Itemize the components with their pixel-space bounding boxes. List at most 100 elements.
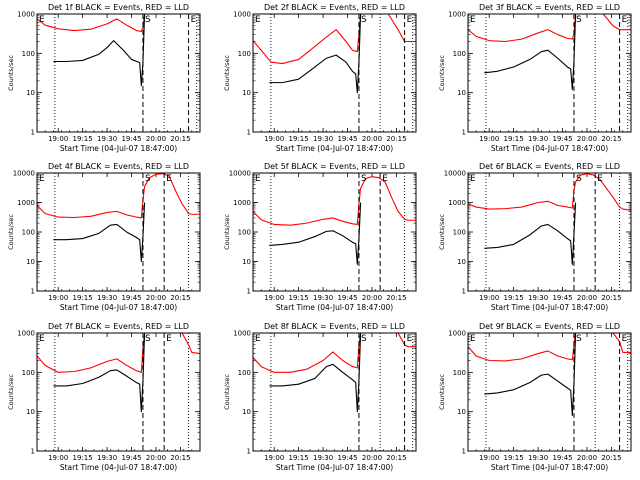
chart-panel-2: Det 2f BLACK = Events, RED = LLD Start Ti… xyxy=(223,3,417,153)
y-tick-label: 1 xyxy=(462,288,466,296)
plot-frame xyxy=(252,332,417,452)
marker-label: E xyxy=(255,174,261,184)
chart-panel-1: Det 1f BLACK = Events, RED = LLD Start Ti… xyxy=(7,3,201,153)
marker-label: S xyxy=(145,334,151,344)
lld-series-line xyxy=(467,13,631,43)
y-tick-label: 1000 xyxy=(448,199,466,207)
y-tick-label: 1000 xyxy=(233,199,251,207)
y-tick-label: 100 xyxy=(22,229,35,237)
events-series-line xyxy=(484,202,577,265)
y-axis-label: Counts/sec xyxy=(438,374,446,410)
y-tick-label: 1 xyxy=(31,288,35,296)
chart-title: Det 7f BLACK = Events, RED = LLD xyxy=(48,322,189,331)
x-axis-label: Start Time (04-Jul-07 18:47:00) xyxy=(60,463,177,472)
x-tick-label: 19:15 xyxy=(289,454,309,462)
events-series-line xyxy=(269,13,362,94)
x-tick-label: 20:15 xyxy=(601,135,621,143)
x-tick-label: 19:30 xyxy=(528,454,548,462)
lld-series-line xyxy=(36,332,201,373)
x-tick-label: 20:15 xyxy=(170,135,190,143)
x-tick-label: 19:00 xyxy=(479,294,499,302)
plot-frame xyxy=(467,172,632,292)
marker-label: E xyxy=(166,174,172,184)
marker-label: E xyxy=(407,334,413,344)
x-axis-label: Start Time (04-Jul-07 18:47:00) xyxy=(276,463,393,472)
events-series-line xyxy=(484,13,577,91)
marker-label: E xyxy=(39,15,45,25)
x-tick-label: 20:15 xyxy=(386,135,406,143)
x-tick-label: 19:15 xyxy=(289,135,309,143)
y-tick-label: 10 xyxy=(242,89,251,97)
x-axis-label: Start Time (04-Jul-07 18:47:00) xyxy=(60,144,177,153)
x-tick-label: 19:30 xyxy=(97,454,117,462)
lld-series-line xyxy=(252,176,416,226)
y-tick-label: 1 xyxy=(462,448,466,456)
x-tick-label: 19:00 xyxy=(48,454,68,462)
marker-label: S xyxy=(145,15,151,25)
x-tick-label: 19:00 xyxy=(48,294,68,302)
chart-title: Det 5f BLACK = Events, RED = LLD xyxy=(264,162,405,171)
x-axis-label: Start Time (04-Jul-07 18:47:00) xyxy=(60,303,177,312)
x-tick-label: 19:15 xyxy=(73,135,93,143)
marker-label: E xyxy=(470,15,476,25)
y-tick-label: 1000 xyxy=(233,330,251,338)
x-axis-label: Start Time (04-Jul-07 18:47:00) xyxy=(276,303,393,312)
x-tick-label: 19:30 xyxy=(528,135,548,143)
chart-title: Det 4f BLACK = Events, RED = LLD xyxy=(48,162,189,171)
y-tick-label: 10 xyxy=(26,258,35,266)
marker-label: E xyxy=(255,15,261,25)
events-series-line xyxy=(484,332,577,417)
chart-panel-5: Det 5f BLACK = Events, RED = LLD Start Ti… xyxy=(223,162,417,312)
y-tick-label: 10 xyxy=(26,408,35,416)
x-tick-label: 19:15 xyxy=(504,454,524,462)
chart-panel-3: Det 3f BLACK = Events, RED = LLD Start Ti… xyxy=(438,3,632,153)
y-tick-label: 10000 xyxy=(444,170,466,178)
y-tick-label: 1000 xyxy=(448,330,466,338)
marker-label: S xyxy=(576,15,582,25)
chart-panel-6: Det 6f BLACK = Events, RED = LLD Start Ti… xyxy=(438,162,632,312)
y-tick-label: 10 xyxy=(242,258,251,266)
x-tick-label: 19:00 xyxy=(264,294,284,302)
x-tick-label: 19:45 xyxy=(121,135,141,143)
x-tick-label: 20:00 xyxy=(146,135,166,143)
y-axis-label: Counts/sec xyxy=(7,374,15,410)
x-tick-label: 19:00 xyxy=(48,135,68,143)
y-tick-label: 10 xyxy=(26,89,35,97)
x-tick-label: 19:00 xyxy=(264,135,284,143)
y-tick-label: 1 xyxy=(31,448,35,456)
chart-title: Det 9f BLACK = Events, RED = LLD xyxy=(479,322,620,331)
lld-series-line xyxy=(467,173,632,211)
plot-frame xyxy=(252,13,417,133)
marker-label: E xyxy=(470,174,476,184)
chart-title: Det 8f BLACK = Events, RED = LLD xyxy=(264,322,405,331)
lld-series-line xyxy=(467,332,631,362)
x-tick-label: 19:30 xyxy=(97,135,117,143)
events-series-line xyxy=(53,202,146,263)
y-tick-label: 1 xyxy=(462,129,466,137)
x-tick-label: 20:15 xyxy=(386,294,406,302)
y-axis-label: Counts/sec xyxy=(223,374,231,410)
x-tick-label: 19:45 xyxy=(337,294,357,302)
x-tick-label: 19:45 xyxy=(121,294,141,302)
marker-label: E xyxy=(39,334,45,344)
x-tick-label: 19:00 xyxy=(479,454,499,462)
y-tick-label: 100 xyxy=(22,369,35,377)
plot-frame xyxy=(36,13,201,133)
y-tick-label: 100 xyxy=(238,369,251,377)
x-tick-label: 20:15 xyxy=(601,294,621,302)
x-tick-label: 19:45 xyxy=(552,135,572,143)
chart-title: Det 1f BLACK = Events, RED = LLD xyxy=(48,3,189,12)
marker-label: E xyxy=(622,334,628,344)
chart-title: Det 2f BLACK = Events, RED = LLD xyxy=(264,3,405,12)
marker-label: S xyxy=(576,174,582,184)
y-tick-label: 1 xyxy=(31,129,35,137)
y-tick-label: 1 xyxy=(247,288,251,296)
x-tick-label: 20:00 xyxy=(362,135,382,143)
x-tick-label: 20:00 xyxy=(362,294,382,302)
lld-series-line xyxy=(36,173,200,219)
marker-label: E xyxy=(255,334,261,344)
x-axis-label: Start Time (04-Jul-07 18:47:00) xyxy=(491,144,608,153)
x-axis-label: Start Time (04-Jul-07 18:47:00) xyxy=(491,463,608,472)
x-tick-label: 20:15 xyxy=(170,454,190,462)
y-tick-label: 10 xyxy=(242,408,251,416)
